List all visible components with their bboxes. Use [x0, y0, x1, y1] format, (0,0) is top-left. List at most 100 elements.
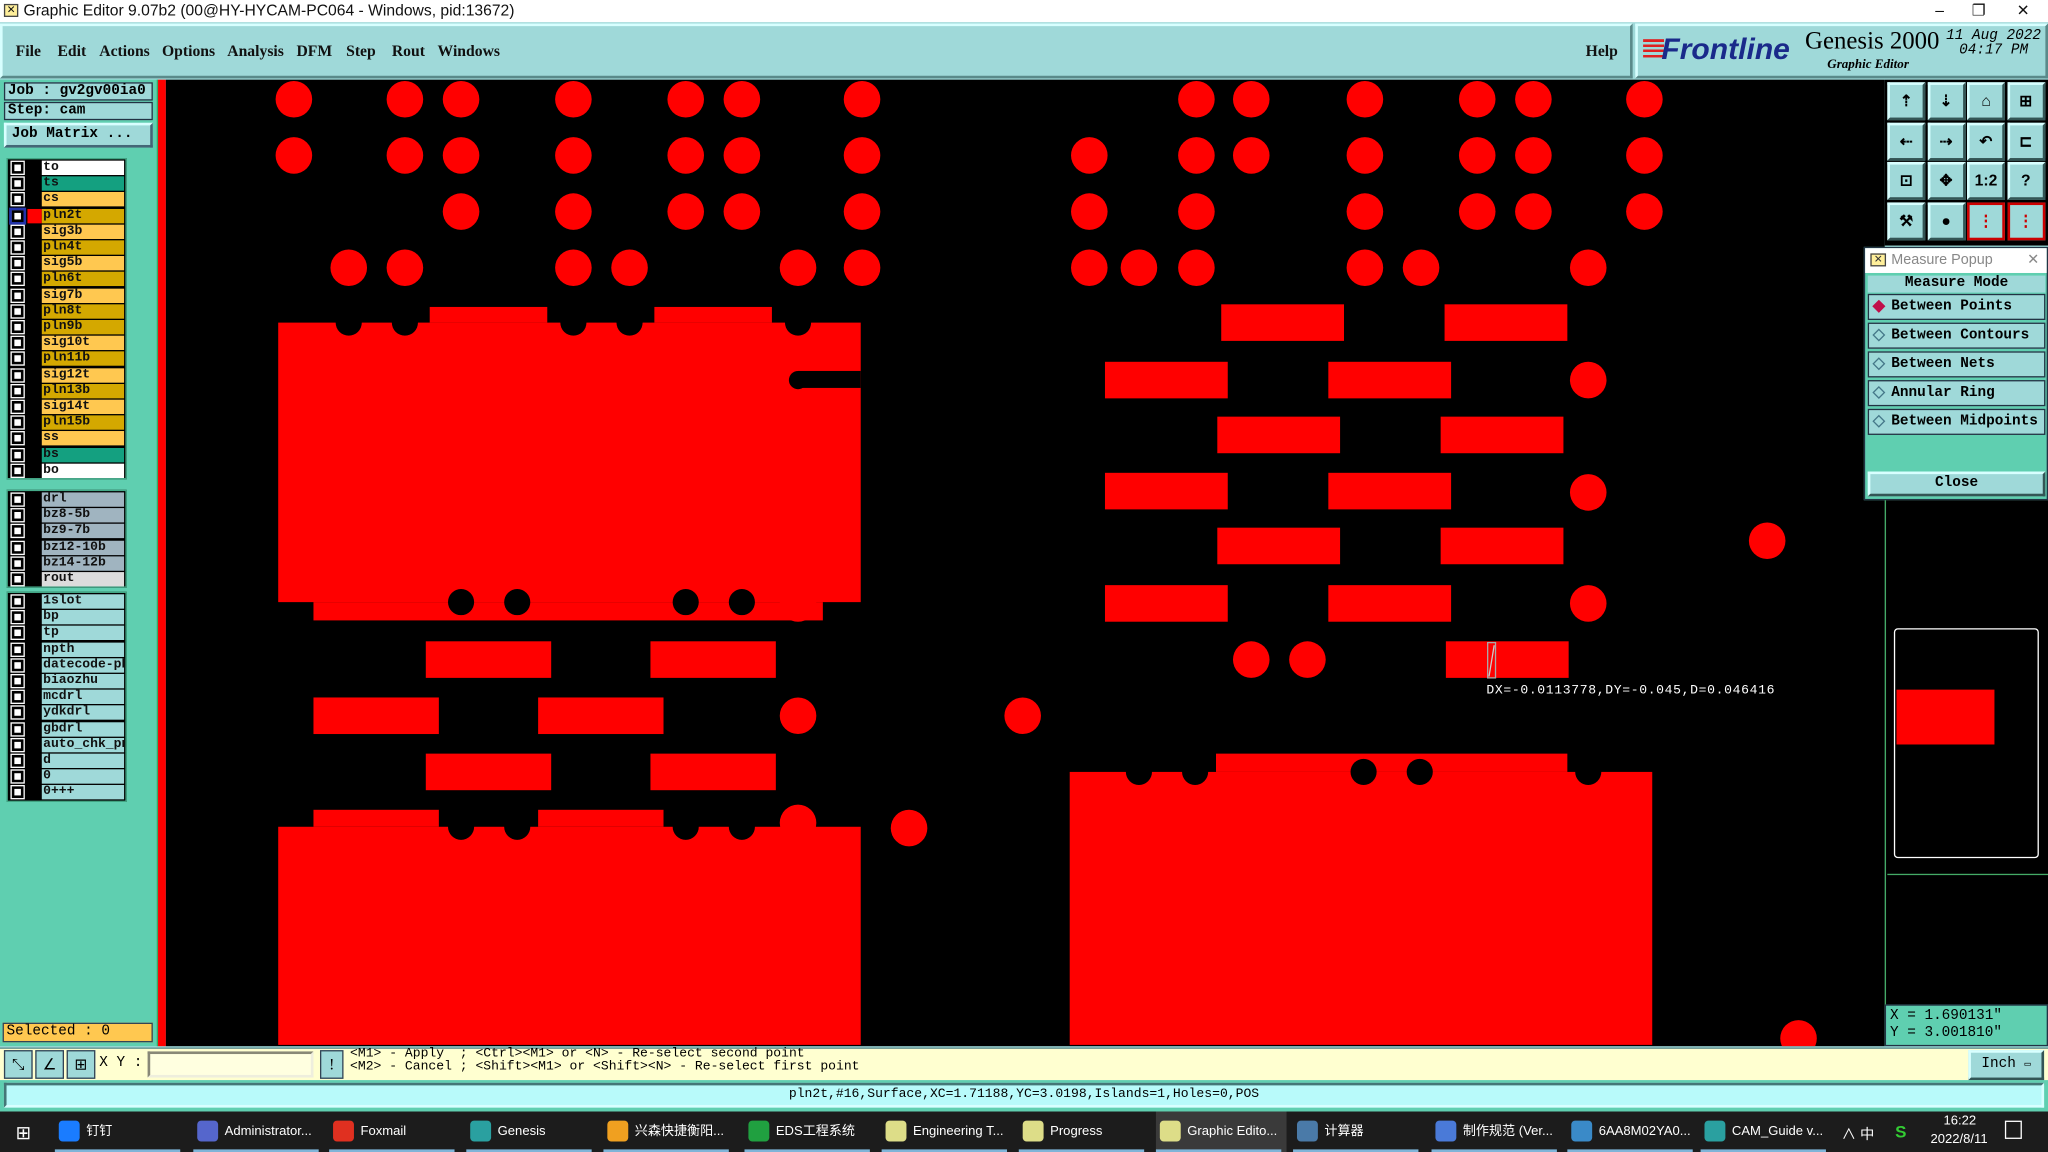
- pad-feature[interactable]: [1626, 193, 1663, 230]
- radio-diamond-icon[interactable]: [1872, 299, 1886, 313]
- layer-checkbox[interactable]: [10, 383, 25, 399]
- pad-feature[interactable]: [1346, 137, 1384, 174]
- zoom-fit-icon[interactable]: ⊡: [1887, 161, 1926, 200]
- pad-feature[interactable]: [611, 249, 648, 287]
- pan-right-icon[interactable]: ⇢: [1927, 122, 1966, 160]
- pad-feature[interactable]: [386, 137, 424, 174]
- pad-feature[interactable]: [1232, 641, 1270, 678]
- layer-name[interactable]: pln2t: [41, 208, 125, 223]
- clearance-notch[interactable]: [447, 589, 475, 616]
- layer-checkbox[interactable]: [10, 415, 25, 430]
- layer-display-swatch[interactable]: [27, 368, 41, 382]
- pad-feature[interactable]: [1289, 641, 1326, 678]
- layer-name[interactable]: pln11b: [41, 351, 125, 367]
- layer-checkbox[interactable]: [10, 524, 25, 539]
- clearance-notch[interactable]: [1350, 758, 1377, 785]
- layer-name[interactable]: datecode-pbe: [41, 658, 125, 673]
- layer-display-swatch[interactable]: [27, 738, 41, 752]
- layer-name[interactable]: to: [41, 160, 125, 176]
- layer-checkbox[interactable]: [10, 572, 25, 587]
- layer-name[interactable]: biaozhu: [41, 673, 125, 689]
- layer-checkbox[interactable]: [10, 673, 25, 689]
- pad-feature[interactable]: [1748, 522, 1786, 560]
- rect-pad[interactable]: [1328, 361, 1452, 399]
- layer-checkbox[interactable]: [10, 642, 25, 657]
- pad-feature[interactable]: [1232, 80, 1270, 118]
- grid-xy-icon[interactable]: ⊞: [2006, 82, 2045, 121]
- layer-row[interactable]: ydkdrl: [8, 705, 128, 721]
- layer-checkbox[interactable]: [10, 508, 25, 523]
- layer-display-swatch[interactable]: [27, 272, 41, 286]
- surface-feature[interactable]: [1069, 771, 1653, 1045]
- layer-name[interactable]: sig12t: [41, 367, 125, 383]
- pad-feature[interactable]: [1004, 697, 1041, 735]
- pad-feature[interactable]: [779, 804, 817, 842]
- layer-row[interactable]: sig5b: [8, 256, 128, 271]
- layer-checkbox[interactable]: [10, 176, 25, 191]
- layer-name[interactable]: gbdrl: [41, 721, 125, 737]
- surface-feature[interactable]: [1215, 753, 1568, 772]
- menu-edit[interactable]: Edit: [57, 41, 87, 61]
- pad-feature[interactable]: [1120, 249, 1158, 287]
- layer-checkbox[interactable]: [10, 335, 25, 351]
- pad-feature[interactable]: [667, 137, 704, 174]
- clearance-notch[interactable]: [447, 813, 475, 840]
- layer-row[interactable]: sig14t: [8, 399, 128, 415]
- layer-display-swatch[interactable]: [27, 556, 41, 570]
- layer-display-swatch[interactable]: [27, 224, 41, 238]
- layer-row[interactable]: bz9-7b: [8, 524, 128, 539]
- rect-pad[interactable]: [1440, 527, 1564, 565]
- layer-row[interactable]: ss: [8, 431, 128, 446]
- menu-options[interactable]: Options: [161, 41, 216, 61]
- clearance-notch[interactable]: [504, 589, 531, 616]
- layer-row[interactable]: pln8t: [8, 304, 128, 319]
- pad-feature[interactable]: [1626, 80, 1663, 118]
- pad-feature[interactable]: [330, 249, 368, 287]
- radio-diamond-icon[interactable]: [1872, 414, 1886, 428]
- layer-row[interactable]: mcdrl: [8, 689, 128, 705]
- layer-checkbox[interactable]: [10, 319, 25, 335]
- layer-row[interactable]: 0+++: [8, 785, 128, 800]
- layer-row[interactable]: auto_chk_pnl: [8, 737, 128, 753]
- zoom-center-icon[interactable]: ✥: [1927, 161, 1966, 200]
- pad-feature[interactable]: [1515, 137, 1552, 174]
- pad-feature[interactable]: [555, 80, 592, 118]
- home-icon[interactable]: ⌂: [1967, 82, 2005, 121]
- layer-row[interactable]: sig12t: [8, 367, 128, 383]
- job-matrix-button[interactable]: Job Matrix ...: [3, 122, 153, 148]
- pad-feature[interactable]: [275, 137, 313, 174]
- pad-feature[interactable]: [723, 137, 761, 174]
- surface-feature[interactable]: [278, 322, 861, 603]
- clearance-notch[interactable]: [728, 589, 755, 616]
- layer-row[interactable]: d: [8, 753, 128, 768]
- pad-feature[interactable]: [1071, 193, 1108, 230]
- layer-row[interactable]: biaozhu: [8, 673, 128, 689]
- rect-pad[interactable]: [1217, 527, 1341, 565]
- layer-checkbox[interactable]: [10, 610, 25, 625]
- pad-feature[interactable]: [1458, 80, 1496, 118]
- layer-checkbox[interactable]: [10, 626, 25, 641]
- pad-feature[interactable]: [1515, 193, 1552, 230]
- layer-row[interactable]: drl: [8, 492, 128, 507]
- layer-display-swatch[interactable]: [27, 594, 41, 608]
- pad-feature[interactable]: [1346, 193, 1384, 230]
- layer-display-swatch[interactable]: [27, 288, 41, 302]
- layer-checkbox[interactable]: [10, 689, 25, 705]
- close-button[interactable]: Close: [1867, 471, 2046, 497]
- rect-pad[interactable]: [1104, 361, 1228, 399]
- layer-name[interactable]: ts: [41, 176, 125, 191]
- scale-1-2-icon[interactable]: 1:2: [1967, 161, 2005, 200]
- pad-feature[interactable]: [843, 193, 881, 230]
- layer-row[interactable]: pln2t: [8, 207, 128, 225]
- clearance-notch[interactable]: [335, 309, 362, 336]
- taskbar-item[interactable]: Foxmail: [329, 1112, 460, 1152]
- rect-pad[interactable]: [313, 697, 439, 735]
- pad-feature[interactable]: [1569, 474, 1607, 511]
- clearance-notch[interactable]: [1406, 758, 1433, 785]
- measure-line-icon[interactable]: ⤡: [3, 1050, 33, 1079]
- pan-left-icon[interactable]: ⇠: [1887, 122, 1926, 160]
- pad-feature[interactable]: [779, 249, 817, 287]
- layer-display-swatch[interactable]: [27, 352, 41, 366]
- layer-display-swatch[interactable]: [27, 674, 41, 688]
- clearance-notch[interactable]: [672, 813, 699, 840]
